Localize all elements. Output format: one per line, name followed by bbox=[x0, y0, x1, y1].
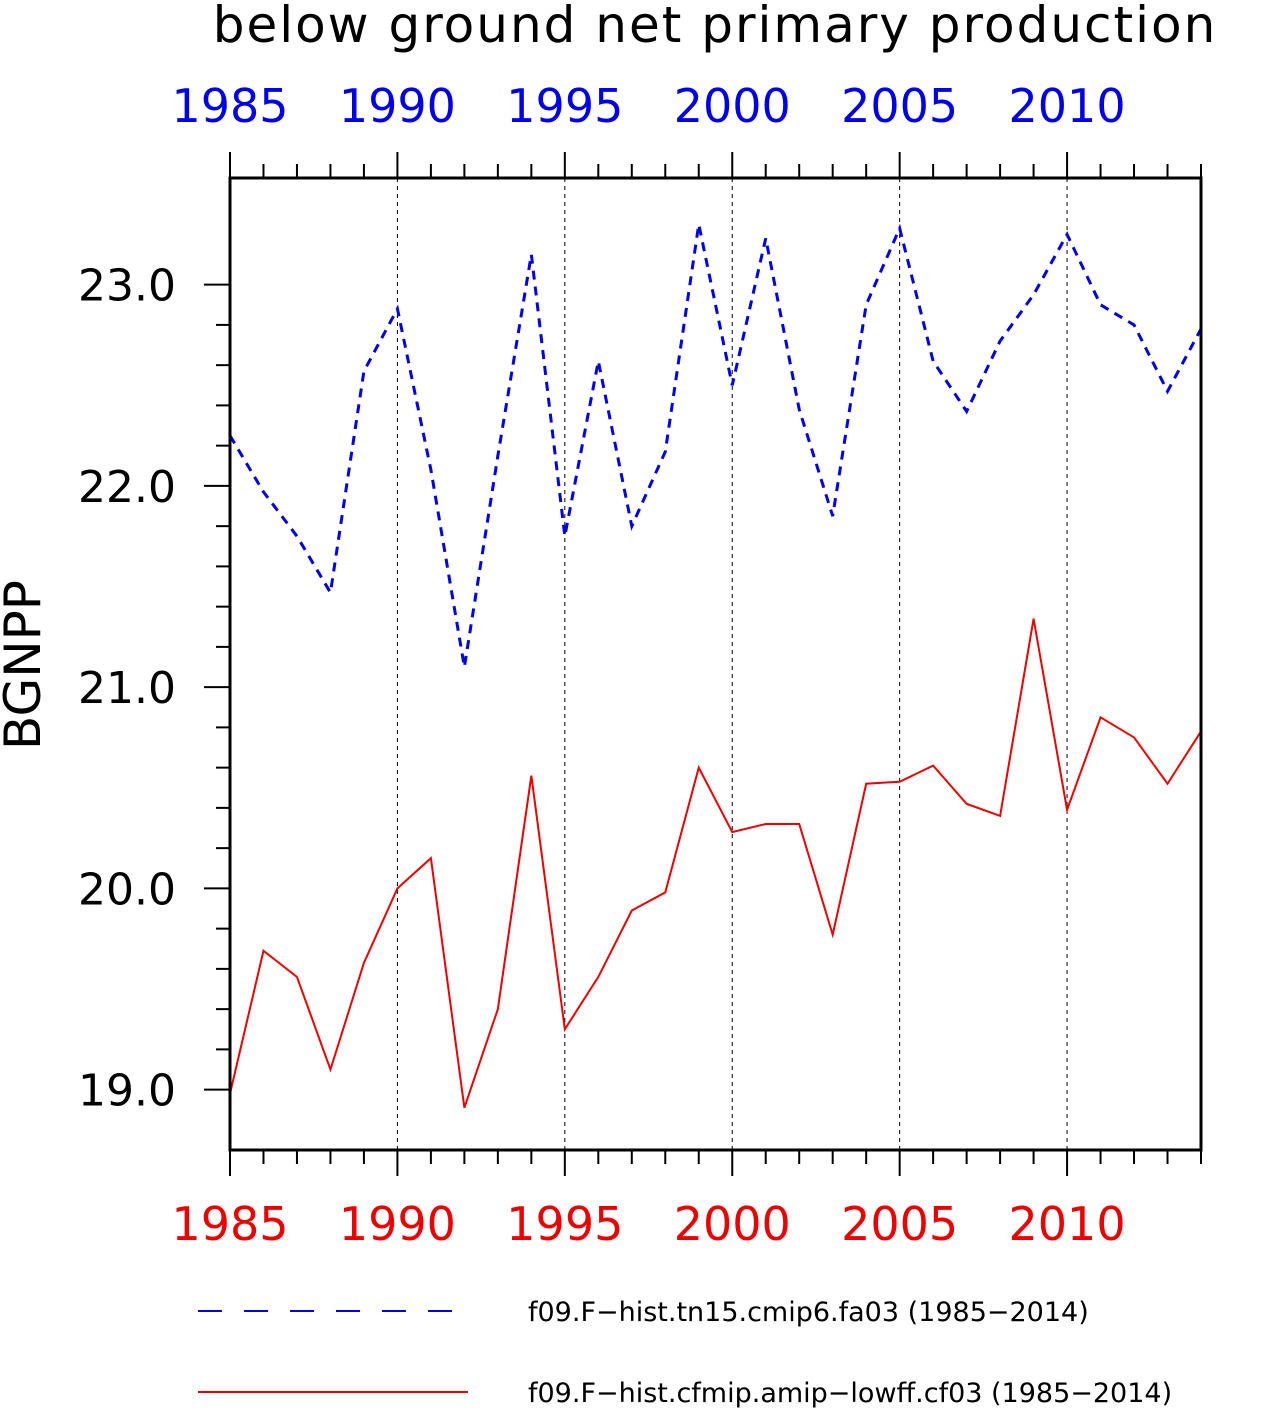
y-tick-label: 21.0 bbox=[78, 663, 176, 714]
series-line-red-solid bbox=[229, 618, 1202, 1109]
series-layer bbox=[228, 223, 1203, 1109]
legend-label: f09.F−hist.tn15.cmip6.fa03 (1985−2014) bbox=[528, 1297, 1089, 1328]
bottom-axis-labels: 1985 1990 1995 2000 2005 2010 bbox=[171, 1197, 1125, 1251]
axis-ticks bbox=[204, 152, 1202, 1176]
y-tick-label: 22.0 bbox=[78, 462, 176, 513]
top-tick-label: 1985 bbox=[171, 79, 288, 133]
top-tick-label: 2000 bbox=[674, 79, 791, 133]
y-tick-label: 23.0 bbox=[78, 261, 176, 312]
bottom-tick-label: 2005 bbox=[841, 1197, 958, 1251]
series-line-blue-dashed bbox=[228, 223, 1203, 668]
y-axis-tick-labels: 19.0 20.0 21.0 22.0 23.0 bbox=[78, 261, 176, 1117]
top-axis-labels: 1985 1990 1995 2000 2005 2010 bbox=[171, 79, 1125, 133]
bottom-tick-label: 1985 bbox=[171, 1197, 288, 1251]
legend: f09.F−hist.tn15.cmip6.fa03 (1985−2014) f0… bbox=[198, 1297, 1172, 1409]
bottom-tick-label: 1995 bbox=[506, 1197, 623, 1251]
plot-frame bbox=[228, 176, 1203, 1152]
top-tick-label: 2010 bbox=[1009, 79, 1126, 133]
bottom-tick-label: 2000 bbox=[674, 1197, 791, 1251]
chart-title: below ground net primary production bbox=[213, 0, 1218, 54]
y-axis-label: BGNPP bbox=[0, 580, 52, 750]
bottom-tick-label: 2010 bbox=[1009, 1197, 1126, 1251]
y-tick-label: 19.0 bbox=[78, 1066, 176, 1117]
top-tick-label: 1990 bbox=[339, 79, 456, 133]
grid-lines bbox=[396, 178, 1068, 1150]
top-tick-label: 2005 bbox=[841, 79, 958, 133]
bottom-tick-label: 1990 bbox=[339, 1197, 456, 1251]
top-tick-label: 1995 bbox=[506, 79, 623, 133]
y-tick-label: 20.0 bbox=[78, 864, 176, 915]
legend-label: f09.F−hist.cfmip.amip−lowff.cf03 (1985−2… bbox=[528, 1378, 1172, 1409]
